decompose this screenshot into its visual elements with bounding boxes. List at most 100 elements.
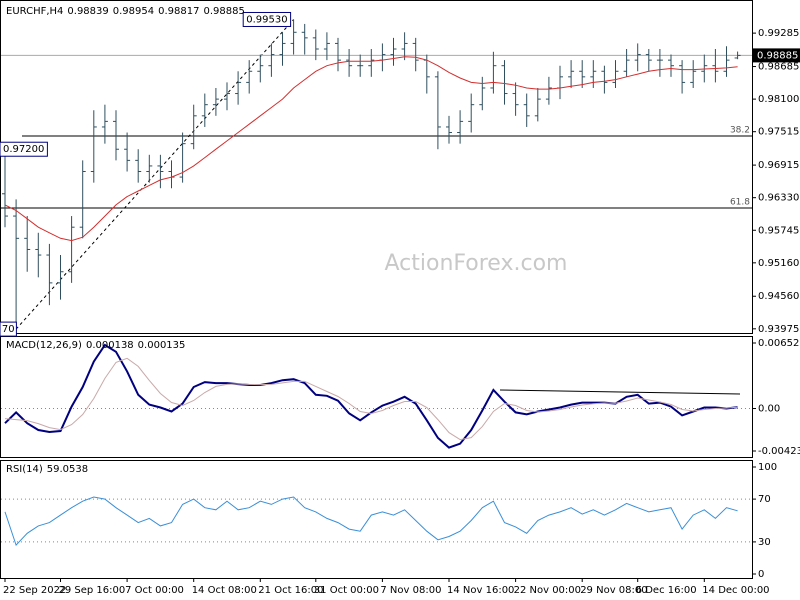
ohlc-bar — [301, 23, 308, 55]
fib-level-label: 38.2 — [730, 126, 750, 136]
y-tick-label: 0.97515 — [758, 127, 799, 138]
ohlc-bar — [679, 60, 686, 94]
ohlc-bar — [601, 65, 608, 94]
ohlc-bar — [113, 110, 119, 161]
y-tick-label: 30 — [758, 537, 771, 548]
ohlc-bar — [612, 60, 619, 88]
ohlc-bar — [401, 32, 408, 61]
ohlc-bar — [246, 60, 253, 94]
y-tick-label: -0.004233 — [758, 446, 800, 457]
y-tick-label: 0.94560 — [758, 291, 799, 302]
ohlc-bar — [35, 232, 42, 278]
y-tick-label: 0.006529 — [758, 338, 800, 349]
header-high: 0.98954 — [113, 6, 154, 17]
annotation-box — [0, 321, 17, 337]
y-tick-label: 100 — [758, 462, 777, 473]
ohlc-bar — [224, 82, 230, 111]
indicator-value: 59.0538 — [47, 464, 88, 475]
x-tick-label: 22 Nov 00:00 — [514, 585, 581, 596]
x-tick-label: 29 Nov 08:00 — [580, 585, 647, 596]
ohlc-bar — [545, 76, 552, 105]
ohlc-bar — [2, 149, 8, 228]
series-line — [4, 56, 738, 242]
indicator-name: MACD(12,26,9) — [6, 340, 82, 351]
ohlc-bar — [412, 37, 419, 72]
y-tick-label: 0.99285 — [758, 28, 799, 39]
series-line — [4, 496, 738, 547]
ohlc-bar — [712, 48, 719, 83]
ohlc-bar — [690, 60, 697, 88]
ohlc-bar — [523, 93, 530, 127]
ohlc-bar — [434, 71, 441, 150]
annotation-label: 0.99530 — [246, 14, 287, 25]
indicator-value: 0.000135 — [138, 340, 186, 351]
chart-header: EURCHF,H4 0.98839 0.98954 0.98817 0.98885 — [6, 6, 245, 17]
y-tick-label: 0.98100 — [758, 94, 799, 105]
y-tick-label: 0.98685 — [758, 62, 799, 73]
ohlc-bar — [668, 54, 674, 77]
ohlc-bar — [79, 160, 86, 239]
macd-trend-line — [499, 389, 741, 395]
y-tick-label: 70 — [758, 494, 771, 505]
ohlc-bar — [13, 199, 20, 330]
ohlc-bar — [590, 60, 597, 88]
ohlc-bar — [146, 154, 153, 183]
x-tick-label: 7 Nov 08:00 — [380, 585, 441, 596]
x-tick-label: 7 Oct 00:00 — [125, 585, 184, 596]
ohlc-bar — [734, 51, 741, 60]
ohlc-bar — [124, 132, 131, 172]
y-tick-label: 0 — [758, 569, 764, 580]
header-low: 0.98817 — [158, 6, 199, 17]
annotation-box — [0, 141, 48, 157]
x-tick-label: 21 Oct 16:00 — [258, 585, 323, 596]
y-tick-label: 0.96915 — [758, 160, 799, 171]
ohlc-bar — [368, 48, 375, 77]
ohlc-bar — [157, 154, 164, 189]
ohlc-bar — [257, 54, 264, 83]
y-tick-label: 0.93975 — [758, 324, 799, 335]
annotation-box — [242, 11, 292, 27]
ohlc-bar — [723, 46, 730, 77]
ohlc-bar — [701, 54, 708, 83]
ohlc-bar — [512, 82, 519, 116]
y-tick-label: 0.95745 — [758, 225, 799, 236]
x-tick-label: 14 Nov 16:00 — [447, 585, 514, 596]
ohlc-bar — [101, 104, 108, 144]
ohlc-bar — [468, 93, 475, 133]
panel-header: RSI(14) 59.0538 — [6, 464, 88, 475]
symbol: EURCHF,H4 — [6, 6, 63, 17]
ohlc-bar — [623, 48, 630, 77]
x-tick-label: 14 Oct 08:00 — [192, 585, 257, 596]
annotation-label: 70 — [2, 324, 15, 335]
ohlc-bar — [479, 76, 486, 111]
x-tick-label: 14 Dec 00:00 — [702, 585, 769, 596]
ohlc-bar — [68, 216, 75, 283]
series-line — [4, 357, 738, 441]
annotation-label: 0.97200 — [3, 144, 44, 155]
x-tick-label: 31 Oct 00:00 — [314, 585, 379, 596]
ohlc-bar — [501, 60, 508, 105]
ohlc-bar — [323, 32, 330, 61]
ohlc-bar — [312, 29, 319, 61]
ohlc-bar — [290, 19, 297, 55]
ohlc-bar — [534, 87, 541, 122]
ohlc-bar — [179, 132, 186, 183]
ohlc-bar — [201, 93, 208, 127]
ohlc-bar — [335, 37, 341, 72]
indicator-name: RSI(14) — [6, 464, 43, 475]
watermark: ActionForex.com — [385, 251, 568, 276]
ohlc-bar — [568, 60, 575, 88]
ohlc-bar — [634, 43, 641, 72]
header-open: 0.98839 — [67, 6, 108, 17]
ohlc-bar — [57, 255, 64, 300]
ohlc-bar — [656, 48, 663, 77]
y-tick-label: 0.96330 — [758, 193, 799, 204]
ohlc-bar — [457, 110, 464, 144]
ohlc-bar — [446, 115, 452, 144]
price-panel-frame — [0, 0, 753, 334]
ohlc-bar — [390, 37, 397, 66]
x-tick-label: 29 Sep 16:00 — [59, 585, 126, 596]
price-box-label: 0.98885 — [757, 50, 798, 61]
ohlc-bar — [46, 243, 53, 306]
